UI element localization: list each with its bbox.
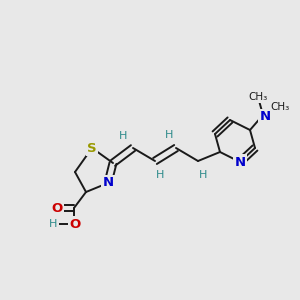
Text: H: H (199, 170, 207, 180)
Text: H: H (49, 219, 57, 229)
Text: CH₃: CH₃ (248, 92, 268, 102)
Text: S: S (87, 142, 97, 154)
Text: H: H (165, 130, 173, 140)
Text: O: O (51, 202, 63, 214)
Text: H: H (156, 170, 164, 180)
Text: N: N (102, 176, 114, 190)
Text: CH₃: CH₃ (270, 102, 290, 112)
Text: N: N (260, 110, 271, 124)
Text: O: O (69, 218, 81, 230)
Text: H: H (119, 131, 127, 141)
Text: N: N (234, 155, 246, 169)
